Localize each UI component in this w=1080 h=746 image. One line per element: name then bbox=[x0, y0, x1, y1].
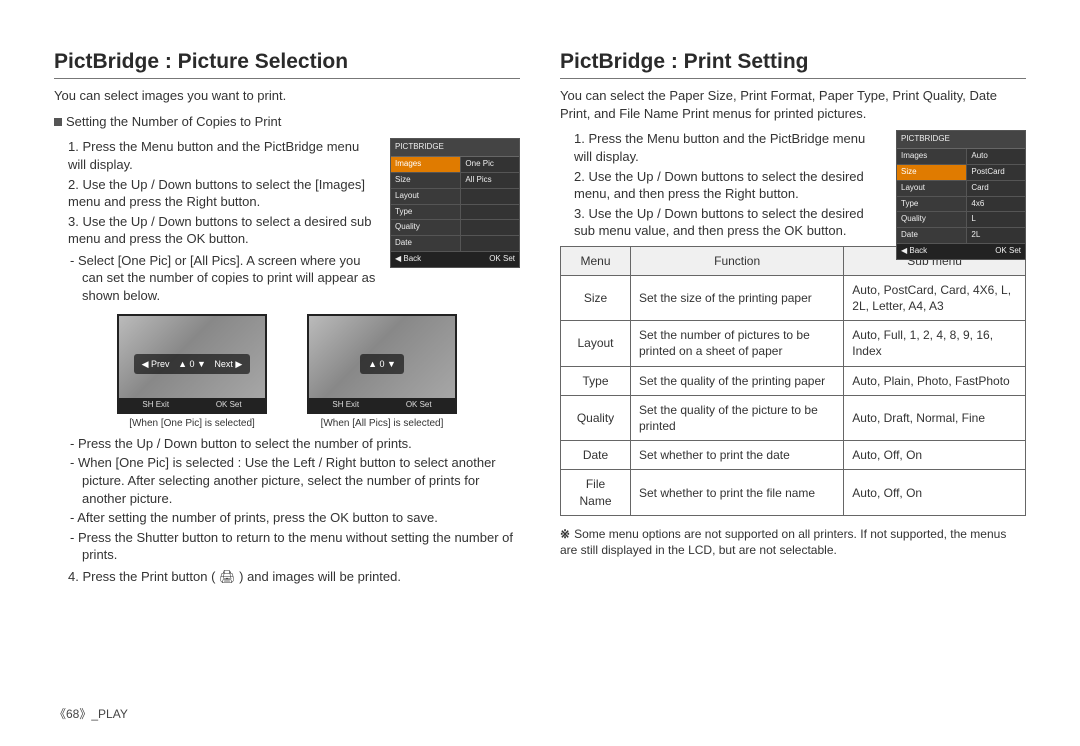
th-menu: Menu bbox=[561, 246, 631, 275]
table-row: DateSet whether to print the dateAuto, O… bbox=[561, 441, 1026, 470]
intro-right: You can select the Paper Size, Print For… bbox=[560, 87, 1026, 122]
steps-left: 1. Press the Menu button and the PictBri… bbox=[54, 138, 380, 247]
menu-row: Date2L bbox=[897, 228, 1025, 244]
rstep-3: 3. Use the Up / Down buttons to select t… bbox=[560, 205, 886, 240]
intro-left: You can select images you want to print. bbox=[54, 87, 520, 105]
bar-exit-b: SH Exit bbox=[332, 400, 359, 411]
menu-row: Layout bbox=[391, 189, 519, 205]
table-row: File NameSet whether to print the file n… bbox=[561, 470, 1026, 515]
caption-a: [When [One Pic] is selected] bbox=[117, 417, 267, 431]
after-4: Press the Shutter button to return to th… bbox=[54, 529, 520, 564]
menu-row: QualityL bbox=[897, 212, 1025, 228]
photo-all-pics: ▲ 0 ▼ SH Exit OK Set [When [All Pics] is… bbox=[307, 314, 457, 431]
pictbridge-menu-right: PICTBRIDGE ImagesAutoSizePostCardLayoutC… bbox=[896, 130, 1026, 259]
after-1: Press the Up / Down button to select the… bbox=[54, 435, 520, 453]
menu-row: ImagesOne Pic bbox=[391, 157, 519, 173]
photo-one-pic: ◀ Prev ▲ 0 ▼ Next ▶ SH Exit OK Set [When… bbox=[117, 314, 267, 431]
steps-with-menu-left: 1. Press the Menu button and the PictBri… bbox=[54, 138, 520, 304]
pictbridge-menu-left: PICTBRIDGE ImagesOne PicSizeAll PicsLayo… bbox=[390, 138, 520, 267]
subhead-left: Setting the Number of Copies to Print bbox=[54, 113, 520, 131]
rstep-2: 2. Use the Up / Down buttons to select t… bbox=[560, 168, 886, 203]
table-row: LayoutSet the number of pictures to be p… bbox=[561, 321, 1026, 366]
menu-back: ◀ Back bbox=[395, 254, 421, 265]
step-2: 2. Use the Up / Down buttons to select t… bbox=[54, 176, 380, 211]
title-left: PictBridge : Picture Selection bbox=[54, 48, 520, 79]
step-3: 3. Use the Up / Down buttons to select a… bbox=[54, 213, 380, 248]
menu-row: ImagesAuto bbox=[897, 149, 1025, 165]
col-print-setting: PictBridge : Print Setting You can selec… bbox=[560, 48, 1026, 589]
count-ctrl-a: ◀ Prev ▲ 0 ▼ Next ▶ bbox=[134, 354, 251, 374]
menu-row: Quality bbox=[391, 220, 519, 236]
menu-row: Type bbox=[391, 205, 519, 221]
table-row: SizeSet the size of the printing paperAu… bbox=[561, 275, 1026, 320]
title-right: PictBridge : Print Setting bbox=[560, 48, 1026, 79]
rstep-1: 1. Press the Menu button and the PictBri… bbox=[560, 130, 886, 165]
preview-photos: ◀ Prev ▲ 0 ▼ Next ▶ SH Exit OK Set [When… bbox=[54, 314, 520, 431]
after-3: After setting the number of prints, pres… bbox=[54, 509, 520, 527]
menu-row: SizePostCard bbox=[897, 165, 1025, 181]
photo-frame-a: ◀ Prev ▲ 0 ▼ Next ▶ SH Exit OK Set bbox=[117, 314, 267, 414]
rmenu-header: PICTBRIDGE bbox=[897, 131, 1025, 149]
step-1: 1. Press the Menu button and the PictBri… bbox=[54, 138, 380, 173]
rmenu-back: ◀ Back bbox=[901, 246, 927, 257]
settings-table: Menu Function Sub menu SizeSet the size … bbox=[560, 246, 1026, 516]
page-footer: 《68》_PLAY bbox=[54, 706, 128, 722]
col-picture-selection: PictBridge : Picture Selection You can s… bbox=[54, 48, 520, 589]
steps-right: 1. Press the Menu button and the PictBri… bbox=[560, 130, 886, 239]
menu-row: Date bbox=[391, 236, 519, 252]
after-2: When [One Pic] is selected : Use the Lef… bbox=[54, 454, 520, 507]
menu-row: Type4x6 bbox=[897, 197, 1025, 213]
photo-frame-b: ▲ 0 ▼ SH Exit OK Set bbox=[307, 314, 457, 414]
menu-row: SizeAll Pics bbox=[391, 173, 519, 189]
caption-b: [When [All Pics] is selected] bbox=[307, 417, 457, 431]
step-3-sub: Select [One Pic] or [All Pics]. A screen… bbox=[54, 252, 380, 305]
bullet-icon bbox=[54, 118, 62, 126]
table-row: TypeSet the quality of the printing pape… bbox=[561, 366, 1026, 395]
th-function: Function bbox=[631, 246, 844, 275]
count-ctrl-b: ▲ 0 ▼ bbox=[360, 354, 404, 374]
note: ※Some menu options are not supported on … bbox=[560, 526, 1026, 558]
bar-set-b: OK Set bbox=[406, 400, 432, 411]
bar-set-a: OK Set bbox=[216, 400, 242, 411]
bar-exit-a: SH Exit bbox=[142, 400, 169, 411]
steps-with-menu-right: 1. Press the Menu button and the PictBri… bbox=[560, 130, 1026, 239]
table-row: QualitySet the quality of the picture to… bbox=[561, 395, 1026, 440]
menu-row: LayoutCard bbox=[897, 181, 1025, 197]
rmenu-set: OK Set bbox=[995, 246, 1021, 257]
note-icon: ※ bbox=[560, 527, 570, 541]
menu-header: PICTBRIDGE bbox=[391, 139, 519, 157]
step-4: 4. Press the Print button ( 🖨 ) and imag… bbox=[54, 568, 520, 586]
menu-set: OK Set bbox=[489, 254, 515, 265]
